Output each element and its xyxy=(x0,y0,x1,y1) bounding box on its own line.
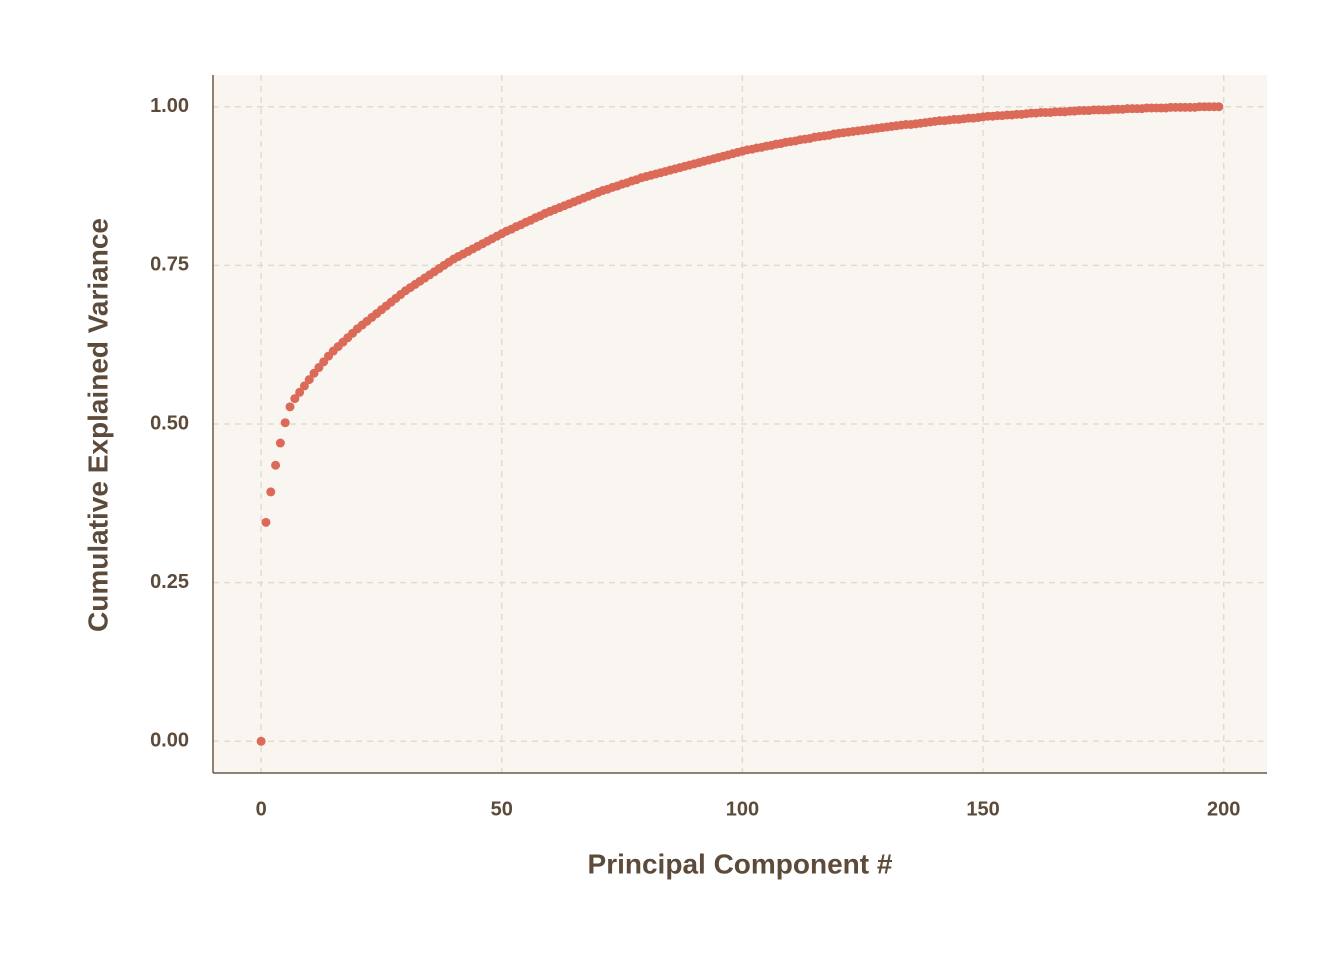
x-tick-label: 50 xyxy=(491,798,513,820)
point xyxy=(266,487,276,497)
y-tick-label: 0.00 xyxy=(150,730,189,752)
x-tick-label: 100 xyxy=(726,798,759,820)
plot-area xyxy=(213,75,1267,773)
point xyxy=(304,375,314,385)
point xyxy=(285,402,295,412)
y-tick-label: 1.00 xyxy=(150,95,189,117)
point xyxy=(280,418,290,428)
y-tick-label: 0.25 xyxy=(150,571,189,593)
point xyxy=(299,381,309,391)
y-axis-label: Cumulative Explained Variance xyxy=(82,218,113,632)
y-tick-label: 0.50 xyxy=(150,412,189,434)
point xyxy=(1214,102,1224,112)
point xyxy=(290,394,300,404)
point xyxy=(256,736,266,746)
point xyxy=(261,517,271,527)
y-tick-label: 0.75 xyxy=(150,254,189,276)
point xyxy=(295,387,305,397)
x-axis-label: Principal Component # xyxy=(588,848,893,879)
point xyxy=(275,438,285,448)
x-tick-label: 150 xyxy=(966,798,999,820)
x-tick-label: 0 xyxy=(256,798,267,820)
point xyxy=(271,460,281,470)
x-tick-label: 200 xyxy=(1207,798,1240,820)
